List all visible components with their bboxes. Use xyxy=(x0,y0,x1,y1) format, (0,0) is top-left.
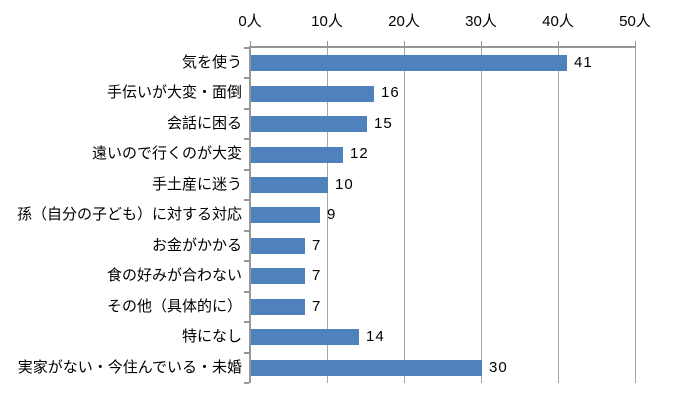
bar-value-label: 30 xyxy=(489,359,508,376)
bar-value-label: 41 xyxy=(574,54,593,71)
category-axis-tick xyxy=(244,169,249,171)
category-axis-tick xyxy=(244,352,249,354)
bar-value-label: 7 xyxy=(312,267,322,284)
x-axis-tick-label: 50人 xyxy=(619,13,651,30)
bar xyxy=(251,86,374,102)
category-label: 孫（自分の子ども）に対する対応 xyxy=(16,206,242,223)
category-axis-tick xyxy=(244,230,249,232)
x-axis-tick xyxy=(404,41,405,48)
category-label: その他（具体的に） xyxy=(106,298,242,315)
category-axis-tick xyxy=(244,260,249,262)
bar-value-label: 12 xyxy=(350,145,369,162)
bar xyxy=(251,299,305,315)
bar-value-label: 10 xyxy=(335,176,354,193)
bar xyxy=(251,116,367,132)
bar xyxy=(251,238,305,254)
x-axis-tick-label: 30人 xyxy=(465,13,497,30)
bar xyxy=(251,207,320,223)
gridline xyxy=(635,48,636,383)
x-axis-tick-label: 0人 xyxy=(238,13,262,30)
category-axis-tick xyxy=(244,138,249,140)
x-axis-tick xyxy=(250,41,251,48)
x-axis-tick xyxy=(327,41,328,48)
category-label: お金がかかる xyxy=(151,237,242,254)
category-axis-tick xyxy=(244,199,249,201)
bar xyxy=(251,329,359,345)
category-label: 手伝いが大変・面倒 xyxy=(106,84,242,101)
category-label: 食の好みが合わない xyxy=(106,267,242,284)
category-label: 実家がない・今住んでいる・未婚 xyxy=(17,359,242,376)
gridline xyxy=(481,48,482,383)
bar xyxy=(251,360,482,376)
category-axis-tick xyxy=(244,291,249,293)
x-axis-tick xyxy=(481,41,482,48)
gridline xyxy=(327,48,328,383)
x-axis-tick-label: 20人 xyxy=(388,13,420,30)
bar-value-label: 15 xyxy=(374,115,393,132)
gridline xyxy=(558,48,559,383)
category-axis-tick xyxy=(244,321,249,323)
category-label: 特になし xyxy=(181,328,242,345)
bar-value-label: 9 xyxy=(327,206,337,223)
category-label: 会話に困る xyxy=(166,115,242,132)
category-axis-tick xyxy=(244,47,249,49)
x-axis-tick-label: 40人 xyxy=(542,13,574,30)
category-label: 気を使う xyxy=(181,54,242,71)
value-axis-line xyxy=(249,46,636,48)
bar xyxy=(251,55,567,71)
bar xyxy=(251,268,305,284)
bar-value-label: 7 xyxy=(312,298,322,315)
bar xyxy=(251,177,328,193)
x-axis-tick-label: 10人 xyxy=(311,13,343,30)
x-axis-tick xyxy=(558,41,559,48)
category-label: 手土産に迷う xyxy=(151,176,242,193)
bar-value-label: 7 xyxy=(312,237,322,254)
category-axis-line xyxy=(249,46,251,383)
gridline xyxy=(404,48,405,383)
x-axis-tick xyxy=(635,41,636,48)
category-label: 遠いので行くのが大変 xyxy=(91,145,242,162)
bar-value-label: 14 xyxy=(366,328,385,345)
category-axis-tick xyxy=(244,382,249,384)
bar xyxy=(251,147,343,163)
category-axis-tick xyxy=(244,77,249,79)
bar-value-label: 16 xyxy=(381,84,400,101)
category-axis-tick xyxy=(244,108,249,110)
